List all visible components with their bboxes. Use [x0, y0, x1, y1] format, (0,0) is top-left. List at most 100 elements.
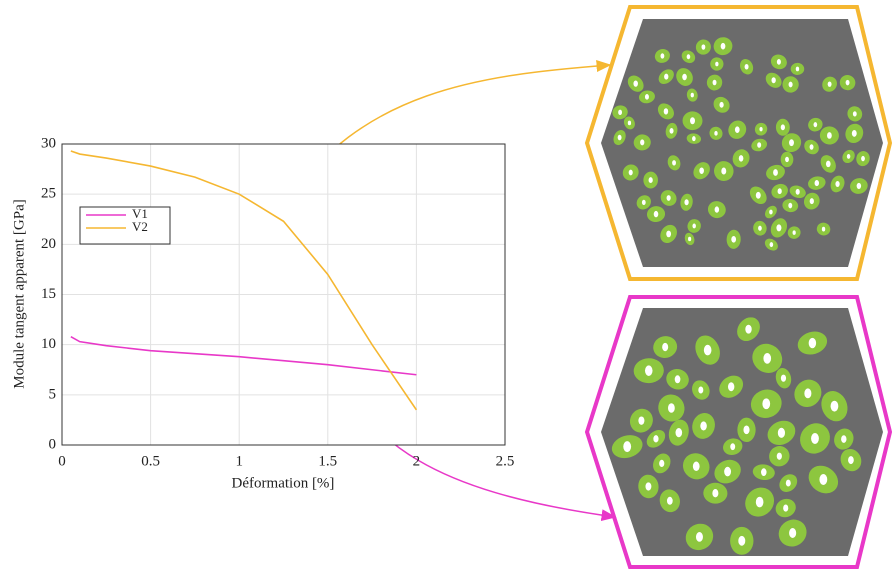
y-tick-label: 20	[41, 236, 56, 252]
void	[724, 466, 732, 477]
void	[700, 421, 707, 431]
void	[633, 80, 638, 87]
void	[785, 479, 791, 487]
void	[755, 191, 761, 199]
y-tick-label: 5	[49, 386, 57, 402]
void	[851, 129, 857, 137]
void	[692, 223, 696, 229]
void	[628, 169, 633, 176]
void	[776, 452, 782, 460]
line-series	[70, 335, 417, 376]
x-tick-label: 2	[413, 453, 421, 469]
void	[730, 443, 736, 451]
void	[809, 198, 814, 205]
void	[638, 416, 645, 425]
line-series	[70, 150, 418, 411]
void	[813, 122, 818, 128]
legend-label: V1	[132, 206, 148, 221]
void	[744, 63, 749, 70]
void	[712, 488, 719, 498]
void	[703, 344, 712, 356]
void	[720, 42, 726, 50]
void	[641, 199, 646, 205]
void	[809, 144, 814, 150]
void	[795, 188, 800, 195]
void	[758, 225, 762, 231]
void	[795, 66, 800, 72]
void	[692, 136, 696, 142]
void	[667, 403, 675, 413]
void	[783, 504, 789, 512]
x-tick-label: 1.5	[318, 453, 337, 469]
void	[762, 398, 771, 410]
void	[755, 496, 764, 508]
void	[776, 59, 781, 65]
void	[721, 167, 727, 175]
void	[808, 337, 817, 349]
void	[653, 210, 659, 218]
x-tick-label: 1	[235, 453, 243, 469]
void	[763, 352, 772, 364]
void	[675, 427, 683, 438]
void	[745, 324, 752, 334]
void	[714, 206, 720, 213]
y-tick-label: 25	[41, 186, 56, 202]
void	[645, 482, 652, 491]
void	[785, 156, 789, 163]
void	[841, 435, 847, 443]
void	[846, 154, 851, 159]
fibers	[611, 317, 862, 555]
void	[627, 120, 632, 126]
void	[644, 365, 653, 376]
void	[698, 386, 704, 394]
void	[692, 461, 700, 472]
void	[682, 73, 687, 81]
void	[769, 209, 773, 215]
y-tick-label: 30	[41, 135, 56, 151]
void	[662, 342, 669, 352]
void	[727, 382, 735, 392]
void	[759, 126, 763, 132]
void	[789, 139, 794, 147]
void	[648, 177, 653, 184]
void	[674, 375, 681, 384]
x-tick-label: 2.5	[496, 453, 515, 469]
void	[780, 124, 785, 131]
fibers	[612, 37, 870, 251]
void	[715, 61, 719, 67]
void	[777, 188, 782, 195]
void	[804, 388, 812, 399]
x-axis-label: Déformation [%]	[232, 475, 335, 491]
void	[776, 224, 782, 232]
void	[835, 180, 840, 187]
void	[738, 535, 746, 546]
void	[623, 441, 632, 453]
void	[669, 128, 674, 134]
void	[848, 456, 854, 465]
y-axis-label: Module tangent apparent [GPa]	[11, 199, 27, 389]
void	[690, 117, 696, 125]
void	[757, 142, 762, 148]
void	[666, 230, 672, 238]
void	[852, 111, 857, 117]
void	[792, 230, 796, 235]
y-tick-label: 10	[41, 336, 56, 352]
void	[664, 73, 669, 80]
void	[734, 126, 740, 134]
void	[771, 77, 776, 84]
void	[830, 400, 839, 412]
void	[699, 167, 704, 174]
void	[660, 53, 665, 59]
void	[819, 474, 828, 485]
y-tick-label: 15	[41, 286, 56, 302]
void	[666, 496, 673, 505]
void	[789, 528, 797, 539]
x-tick-label: 0.5	[141, 453, 160, 469]
void	[777, 427, 786, 438]
void	[821, 226, 826, 232]
void	[845, 79, 850, 86]
x-tick-label: 0	[58, 453, 66, 469]
void	[719, 101, 724, 108]
void	[738, 155, 744, 162]
void	[701, 44, 706, 50]
